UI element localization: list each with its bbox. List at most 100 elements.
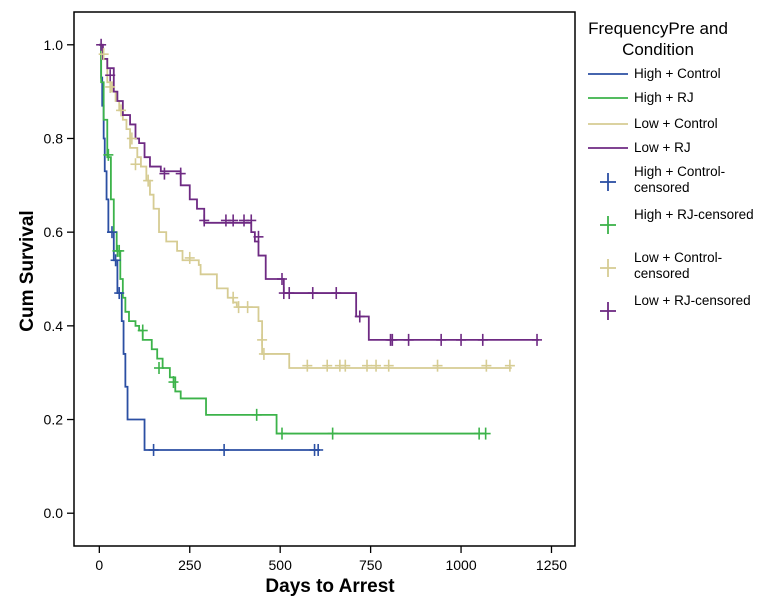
censor-mark [228,214,239,227]
y-tick-label: 0.0 [44,505,64,521]
censor-mark [331,287,342,300]
legend-label: High + RJ-censored [634,207,754,222]
censor-layer [96,38,543,456]
plot-area-frame [73,11,576,547]
y-axis: 0.0 0.2 0.4 0.6 0.8 1.0 [44,37,74,521]
y-tick-label: 1.0 [44,37,64,53]
censor-mark [130,158,141,171]
legend-label: Low + RJ-censored [634,293,751,308]
censor-mark [98,48,109,61]
y-tick-label: 0.4 [44,318,64,334]
censor-mark [307,287,318,300]
censor-mark [242,301,253,314]
censor-mark [246,214,257,227]
legend-censor-item-0: High + Control-censored [588,164,753,204]
censor-mark [96,38,107,51]
censor-mark [175,167,186,180]
censor-mark [322,359,333,372]
censor-mark [199,214,210,227]
legend-item-1: High + RJ [588,88,753,128]
censor-mark [327,427,338,440]
censor-mark [340,359,351,372]
legend-label: High + Control-censored [634,164,726,195]
censor-mark [371,359,382,372]
legend-censor-swatch [600,259,616,277]
legend-item-3: Low + RJ [588,138,753,178]
censor-mark [233,301,244,314]
censor-mark [383,359,394,372]
censor-mark [276,427,287,440]
legend-line-swatch [588,73,628,75]
censor-mark [302,359,313,372]
y-tick-label: 0.8 [44,130,64,146]
x-tick-label: 0 [95,557,103,573]
legend-censor-swatch [600,302,616,320]
censor-mark [148,443,159,456]
censor-mark [114,287,125,300]
censor-mark [362,359,373,372]
censor-mark [436,333,447,346]
legend-line-swatch [588,147,628,149]
censor-mark [481,359,492,372]
censor-mark [106,226,117,239]
legend-line-swatch [588,97,628,99]
series-line-3 [99,43,539,341]
x-axis: 0 250 500 750 1000 1250 [95,546,567,573]
legend-censor-item-1: High + RJ-censored [588,207,754,247]
censor-mark [456,333,467,346]
censor-mark [258,347,269,360]
censor-mark [387,333,398,346]
series-layer [99,43,539,451]
censor-mark [110,254,121,267]
censor-mark [154,362,165,374]
censor-mark [313,443,324,456]
series-line-2 [99,43,512,369]
x-axis-label: Days to Arrest [265,576,395,597]
censor-mark [251,408,262,421]
legend-censor-swatch [600,173,616,191]
censor-mark [168,376,179,389]
legend-label: Low + Control [634,116,718,131]
y-tick-label: 0.6 [44,224,64,240]
censor-mark [116,104,127,117]
legend-censor-swatch [600,216,616,234]
censor-mark [403,333,414,346]
censor-mark [103,148,114,161]
legend-censor-item-2: Low + Control-censored [588,250,753,290]
legend-item-2: Low + Control [588,114,753,154]
censor-mark [126,132,137,145]
series-line-1 [99,43,487,435]
censor-mark [284,287,295,300]
censor-mark [532,333,543,346]
legend-label: High + Control [634,66,721,81]
x-tick-label: 750 [359,557,383,573]
censor-mark [219,443,230,456]
censor-mark [276,273,287,285]
censor-mark [354,310,365,323]
legend-item-0: High + Control [588,64,753,104]
x-tick-label: 250 [178,557,202,573]
legend-censor-item-3: Low + RJ-censored [588,293,753,333]
x-tick-label: 1000 [445,557,476,573]
censor-mark [228,291,239,304]
censor-mark [105,80,116,93]
censor-mark [253,230,264,243]
x-tick-label: 1250 [536,557,567,573]
censor-mark [137,324,148,337]
censor-mark [504,359,515,372]
y-tick-label: 0.2 [44,412,64,428]
censor-mark [480,427,491,440]
legend-label: Low + Control-censored [634,250,723,281]
censor-mark [105,69,116,82]
legend-title: FrequencyPre and Condition [588,19,728,59]
censor-mark [257,333,268,346]
censor-mark [114,244,125,257]
censor-mark [432,359,443,372]
censor-mark [159,167,170,180]
y-axis-label: Cum Survival [17,210,38,332]
series-line-0 [99,43,320,451]
censor-mark [184,251,195,264]
legend-label: Low + RJ [634,140,691,155]
legend-line-swatch [588,123,628,125]
